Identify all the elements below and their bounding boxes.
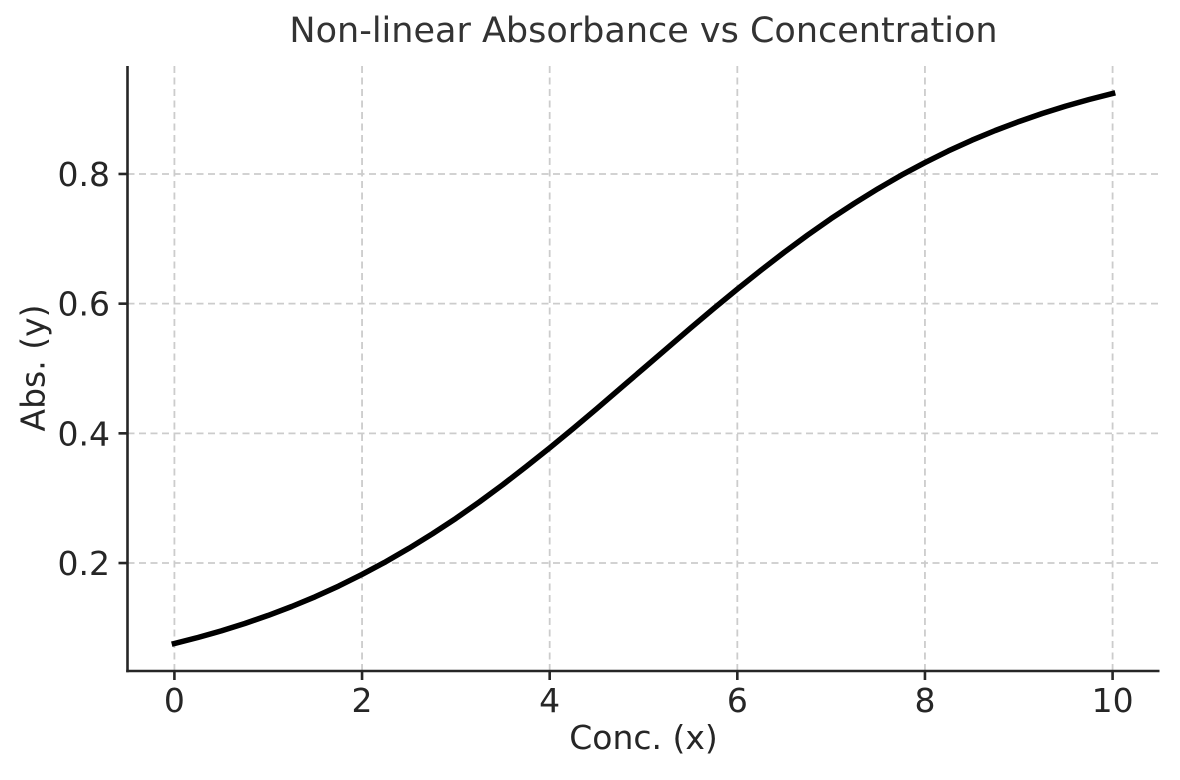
y-tick-label: 0.4 [58,414,110,453]
x-tick-label: 10 [1092,681,1134,720]
x-tick-label: 6 [727,681,748,720]
x-tick-label: 0 [164,681,185,720]
absorbance-curve [171,90,1116,647]
x-tick-label: 2 [352,681,373,720]
y-tick-label: 0.6 [58,285,110,324]
x-tick-label: 4 [539,681,560,720]
chart-title: Non-linear Absorbance vs Concentration [289,11,998,51]
x-axis-label: Conc. (x) [569,718,718,757]
x-tick-label: 8 [914,681,935,720]
y-tick-label: 0.2 [58,544,110,583]
y-tick-label: 0.8 [58,155,110,194]
